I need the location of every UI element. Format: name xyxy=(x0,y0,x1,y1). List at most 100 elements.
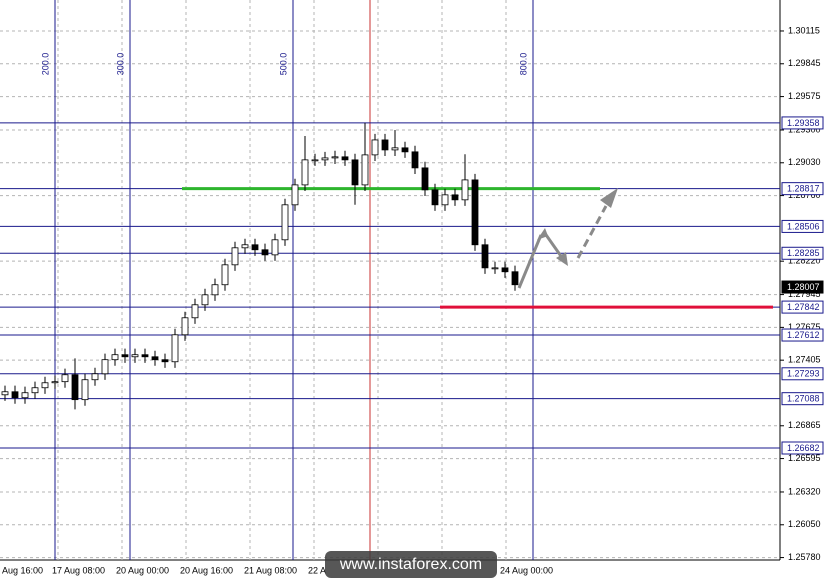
candle-body xyxy=(461,179,469,201)
candle-body xyxy=(151,356,159,361)
y-tick-label: 1.27405 xyxy=(788,355,821,365)
level-label: 1.29358 xyxy=(787,118,820,128)
candle-body xyxy=(221,264,229,286)
arrow-head xyxy=(537,228,548,240)
candle-body xyxy=(331,156,339,159)
candle-body xyxy=(161,359,169,363)
candle-body xyxy=(61,374,69,383)
x-tick-label: 22 A xyxy=(308,565,326,575)
candle-body xyxy=(261,249,269,256)
y-tick-label: 1.25780 xyxy=(788,552,821,562)
candle-body xyxy=(241,244,249,249)
candle-body xyxy=(211,284,219,296)
candle-body xyxy=(361,154,369,186)
candle-body xyxy=(191,304,199,319)
candle-body xyxy=(371,139,379,156)
y-tick-label: 1.30115 xyxy=(788,25,820,35)
arrow-head xyxy=(600,188,618,208)
candle-body xyxy=(481,244,489,269)
y-tick-label: 1.26320 xyxy=(788,486,821,496)
x-tick-label: Aug 16:00 xyxy=(2,565,43,575)
candle-body xyxy=(231,247,239,266)
candle-body xyxy=(381,139,389,151)
candle-body xyxy=(51,381,59,384)
candle-body xyxy=(501,267,509,273)
candle-body xyxy=(71,374,79,401)
x-tick-label: 21 Aug 08:00 xyxy=(244,565,297,575)
candle-body xyxy=(401,147,409,153)
candle-body xyxy=(451,194,459,201)
candle-body xyxy=(41,382,49,389)
candle-body xyxy=(321,157,329,161)
candle-body xyxy=(141,354,149,358)
y-tick-label: 1.27675 xyxy=(788,322,821,332)
y-tick-label: 1.29030 xyxy=(788,157,821,167)
level-label: 1.27088 xyxy=(787,394,820,404)
arrow-down xyxy=(542,231,565,260)
y-tick-label: 1.26595 xyxy=(788,453,821,463)
level-label: 1.27612 xyxy=(787,330,820,340)
candle-body xyxy=(411,151,419,169)
arrow-up xyxy=(517,234,543,289)
candle-body xyxy=(511,271,519,286)
arrow-head xyxy=(556,252,568,266)
x-tick-label: 20 Aug 00:00 xyxy=(116,565,169,575)
candle-body xyxy=(471,179,479,246)
candle-body xyxy=(181,317,189,336)
level-label-box xyxy=(781,328,824,342)
candle-body xyxy=(1,391,9,396)
level-label-box xyxy=(781,441,824,455)
level-label-box xyxy=(781,182,824,196)
marker-label: 200.0 xyxy=(40,53,50,76)
level-label-box xyxy=(781,280,824,294)
level-label-box xyxy=(781,116,824,130)
candle-body xyxy=(21,392,29,399)
watermark: www.instaforex.com xyxy=(339,556,482,573)
level-label-box xyxy=(781,246,824,260)
candle-body xyxy=(91,373,99,381)
candle-body xyxy=(431,189,439,206)
candle-body xyxy=(171,334,179,363)
level-label-box xyxy=(781,392,824,406)
level-label: 1.28007 xyxy=(787,282,820,292)
candle-body xyxy=(131,354,139,358)
x-tick-label: 17 Aug 08:00 xyxy=(52,565,105,575)
candle-body xyxy=(101,359,109,375)
candle-body xyxy=(351,159,359,186)
y-tick-label: 1.26865 xyxy=(788,420,821,430)
candle-body xyxy=(251,244,259,251)
candle-body xyxy=(341,156,349,161)
marker-label: 300.0 xyxy=(115,53,125,76)
x-tick-label: 24 Aug 00:00 xyxy=(500,565,553,575)
y-tick-label: 1.29575 xyxy=(788,91,821,101)
candle-body xyxy=(441,194,449,206)
level-label: 1.27842 xyxy=(787,302,820,312)
candle-body xyxy=(111,354,119,361)
marker-label: 500.0 xyxy=(278,53,288,76)
level-label-box xyxy=(781,367,824,381)
candle-body xyxy=(81,379,89,401)
level-label: 1.28506 xyxy=(787,221,820,231)
level-label: 1.28817 xyxy=(787,184,820,194)
candle-body xyxy=(11,391,19,399)
candle-body xyxy=(391,147,399,151)
candle-body xyxy=(301,159,309,186)
level-label: 1.26682 xyxy=(787,443,820,453)
watermark-box xyxy=(325,551,497,578)
forecast-arrows xyxy=(517,188,618,289)
candle-body xyxy=(281,204,289,241)
arrow-up-dashed xyxy=(576,205,608,259)
y-tick-label: 1.29845 xyxy=(788,58,821,68)
candle-body xyxy=(201,294,209,306)
level-label-box xyxy=(781,300,824,314)
level-label: 1.28285 xyxy=(787,248,820,258)
candle-body xyxy=(271,239,279,256)
candle-body xyxy=(491,267,499,270)
x-tick-label: 20 Aug 16:00 xyxy=(180,565,233,575)
candle-body xyxy=(121,354,129,358)
candle-body xyxy=(421,167,429,191)
candle-body xyxy=(31,387,39,394)
marker-label: 800.0 xyxy=(518,53,528,76)
